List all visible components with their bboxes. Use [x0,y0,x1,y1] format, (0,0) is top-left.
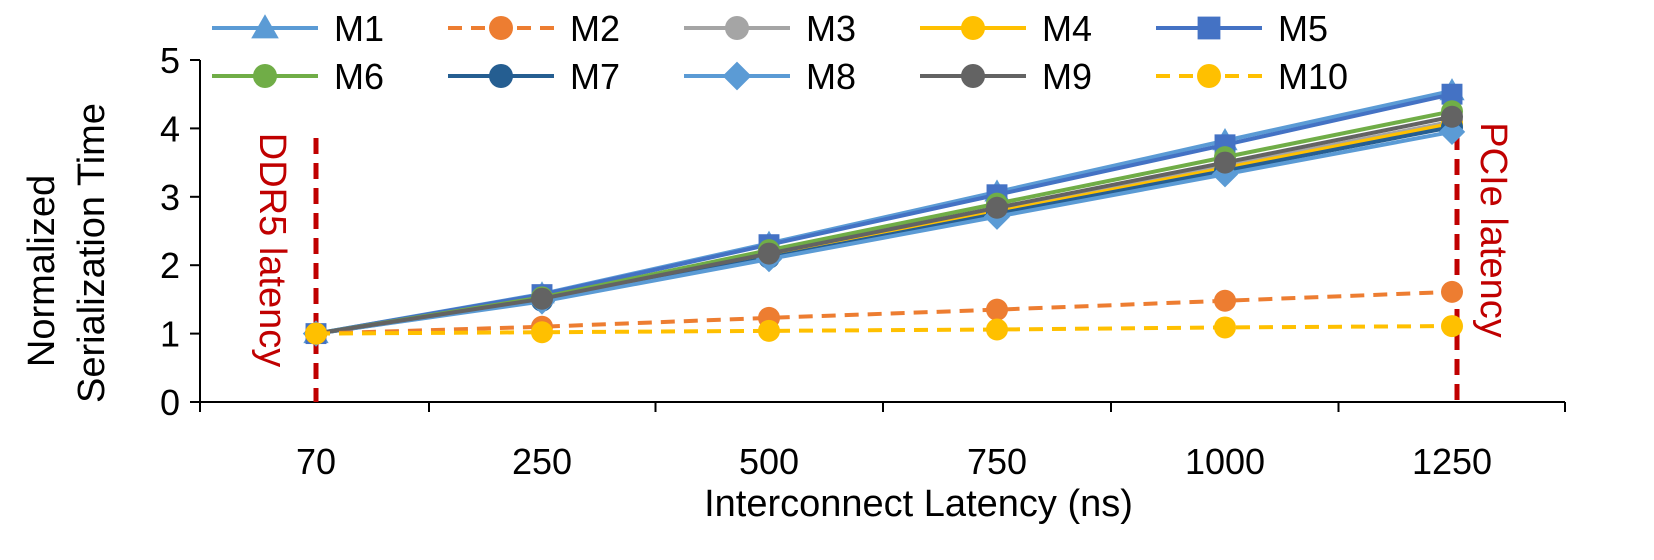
legend-label: M6 [334,56,384,97]
series-m10-point [986,318,1008,341]
x-ticks: 70 250 500 750 1000 1250 [199,402,1566,482]
series-m9-point [1214,151,1236,174]
series-m10-point [305,322,327,345]
legend-label: M7 [570,56,620,97]
y-axis-label: Normalized Serialization Time [21,103,113,403]
legend-label: M3 [806,8,856,49]
legend-swatch-marker [961,64,985,88]
x-tick-label: 250 [512,441,572,482]
series-m9-point [758,242,780,265]
series-m10-point [758,319,780,342]
series-m10-line [315,324,1453,336]
legend-label: M8 [806,56,856,97]
series-m10-point [531,321,553,344]
legend-swatch-marker [489,16,513,40]
x-axis-label: Interconnect Latency (ns) [704,483,1133,525]
legend-item-m9: M9 [920,56,1092,97]
series-m2-point [1441,280,1463,303]
y-tick-label: 1 [160,314,180,355]
legend-swatch-marker [1197,64,1221,88]
legend-label: M2 [570,8,620,49]
legend-item-m3: M3 [684,8,856,49]
legend-label: M4 [1042,8,1092,49]
series-m9-point [1441,105,1463,128]
series-m5-point [1441,83,1463,105]
y-axis-label-line-2: Serialization Time [71,103,113,403]
legend-swatch-marker [251,14,279,39]
series-m2-point [1214,289,1236,312]
series-m2-point [986,298,1008,321]
pcie-latency-annotation: PCIe latency [1472,122,1514,337]
x-tick-label: 500 [739,441,799,482]
legend-label: M5 [1278,8,1328,49]
series-m9-point [986,196,1008,219]
x-tick-label: 70 [296,441,336,482]
series-m5 [305,83,1463,345]
series-m8-line [315,129,1453,336]
legend-item-m2: M2 [448,8,620,49]
y-tick-label: 0 [160,382,180,423]
legend-label: M1 [334,8,384,49]
legend-item-m5: M5 [1156,8,1328,49]
legend-swatch-marker [1197,16,1221,40]
series-m9-point [531,287,553,310]
legend-item-m7: M7 [448,56,620,97]
legend-item-m8: M8 [684,56,856,97]
legend: M1 M2 M3 M4 M5 M6 M7 M8 M9 M10 [212,8,1348,97]
series-m9-line [315,114,1453,336]
legend-label: M10 [1278,56,1348,97]
series-m2 [305,280,1463,345]
series-m5-line [315,92,1453,336]
legend-item-m4: M4 [920,8,1092,49]
legend-item-m1: M1 [212,8,384,49]
x-tick-label: 1250 [1412,441,1492,482]
x-tick-label: 1000 [1185,441,1265,482]
legend-swatch-marker [722,61,752,91]
x-tick-label: 750 [967,441,1027,482]
y-tick-label: 3 [160,177,180,218]
legend-label: M9 [1042,56,1092,97]
y-tick-label: 2 [160,245,180,286]
legend-swatch-marker [489,64,513,88]
series-m8-point [1438,118,1466,146]
series-m8-point [1211,161,1239,188]
legend-swatch-marker [961,16,985,40]
ddr5-latency-annotation: DDR5 latency [251,133,293,367]
reference-lines: DDR5 latency PCIe latency [251,84,1514,402]
y-tick-label: 4 [160,108,180,149]
legend-swatch-marker [725,16,749,40]
y-ticks: 0 1 2 3 4 5 [160,40,200,423]
legend-swatch-marker [253,64,277,88]
series-m10-point [1214,316,1236,339]
series-layer [302,78,1466,347]
legend-item-m6: M6 [212,56,384,97]
legend-item-m10: M10 [1156,56,1348,97]
series-m10-point [1441,315,1463,338]
series-m1 [303,78,1465,344]
y-axis-label-line-1: Normalized [21,175,63,367]
series-m2-line [315,289,1453,336]
y-tick-label: 5 [160,40,180,81]
series-m10 [305,315,1463,345]
